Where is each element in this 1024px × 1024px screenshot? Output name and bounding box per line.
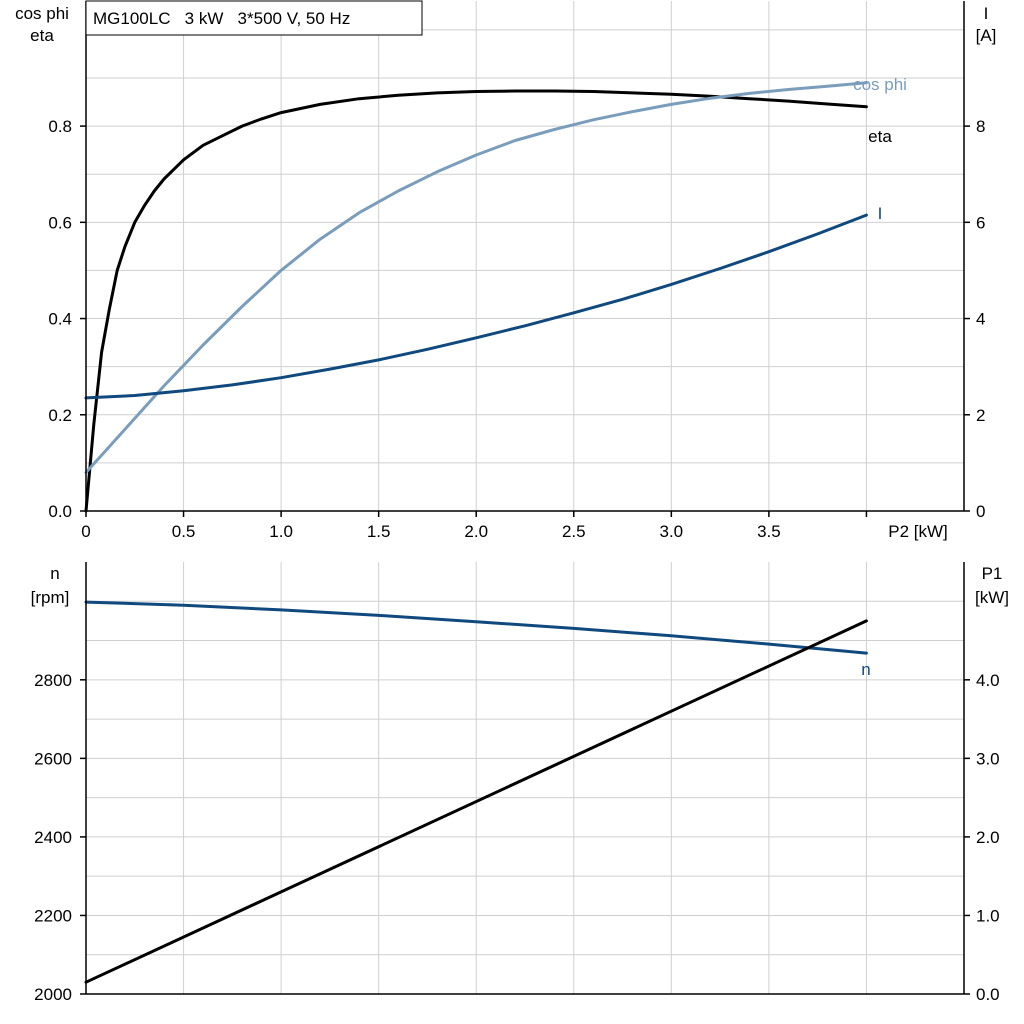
left-axis-title-line2: eta [30,26,54,45]
right-tick-label: 6 [976,213,985,232]
left-tick-label: 0.2 [48,406,72,425]
series-line-1 [84,619,868,984]
bottom-series [84,600,868,984]
series-label-speed: n [861,660,870,679]
top-axes [85,1,965,512]
x-tick-label: 1.5 [367,522,391,541]
series-line-eta [84,89,868,513]
speed-axis-title-line2: [rpm] [31,588,70,607]
right-axis-title-line1: I [984,4,989,23]
series-label-cos-phi: cos phi [853,75,907,94]
left-axis-title-line1: cos phi [15,4,69,23]
x-tick-label: 3.0 [660,522,684,541]
right-tick-label: 4.0 [976,671,1000,690]
power-axis-title-line1: P1 [982,564,1003,583]
right-tick-label: 0.0 [976,985,1000,1004]
x-tick-label: 0 [81,522,90,541]
left-tick-label: 0.0 [48,502,72,521]
x-tick-label: 2.5 [562,522,586,541]
x-tick-label: 2.0 [464,522,488,541]
x-tick-label: 3.5 [757,522,781,541]
power-axis-title-line2: [kW] [975,588,1009,607]
left-tick-label: 2400 [34,828,72,847]
bottom-grid [86,562,964,994]
right-tick-label: 1.0 [976,906,1000,925]
right-axis-title-line2: [A] [976,26,997,45]
left-tick-label: 2000 [34,985,72,1004]
top-grid [86,1,964,511]
bottom-axes [85,562,965,995]
bottom-ticks: 2000 2200 2400 2600 2800 0.0 1.0 2.0 3.0 4.0 [34,671,999,1004]
right-tick-label: 2.0 [976,828,1000,847]
left-tick-label: 2600 [34,749,72,768]
chart-title: MG100LC 3 kW 3*500 V, 50 Hz [93,9,350,28]
x-tick-label: 0.5 [172,522,196,541]
series-line-i [84,213,868,400]
series-line-n [84,600,868,655]
x-axis-title: P2 [kW] [888,522,948,541]
left-tick-label: 2800 [34,671,72,690]
title-box [85,0,423,36]
right-tick-label: 0 [976,502,985,521]
right-tick-label: 3.0 [976,749,1000,768]
right-tick-label: 4 [976,310,985,329]
right-tick-label: 8 [976,117,985,136]
series-label-current: I [878,204,883,223]
top-series [84,81,868,513]
left-tick-label: 0.6 [48,213,72,232]
series-line-cos-phi [84,81,868,474]
left-tick-label: 0.4 [48,310,72,329]
right-tick-label: 2 [976,406,985,425]
top-ticks: 0.0 0.2 0.4 0.6 0.8 0 2 4 6 8 0 0.5 1.0 1.5 2.0 2.5 3.0 3… [48,117,985,541]
series-label-eta: eta [868,127,892,146]
left-tick-label: 0.8 [48,117,72,136]
x-tick-label: 1.0 [269,522,293,541]
speed-axis-title-line1: n [50,564,59,583]
left-tick-label: 2200 [34,906,72,925]
